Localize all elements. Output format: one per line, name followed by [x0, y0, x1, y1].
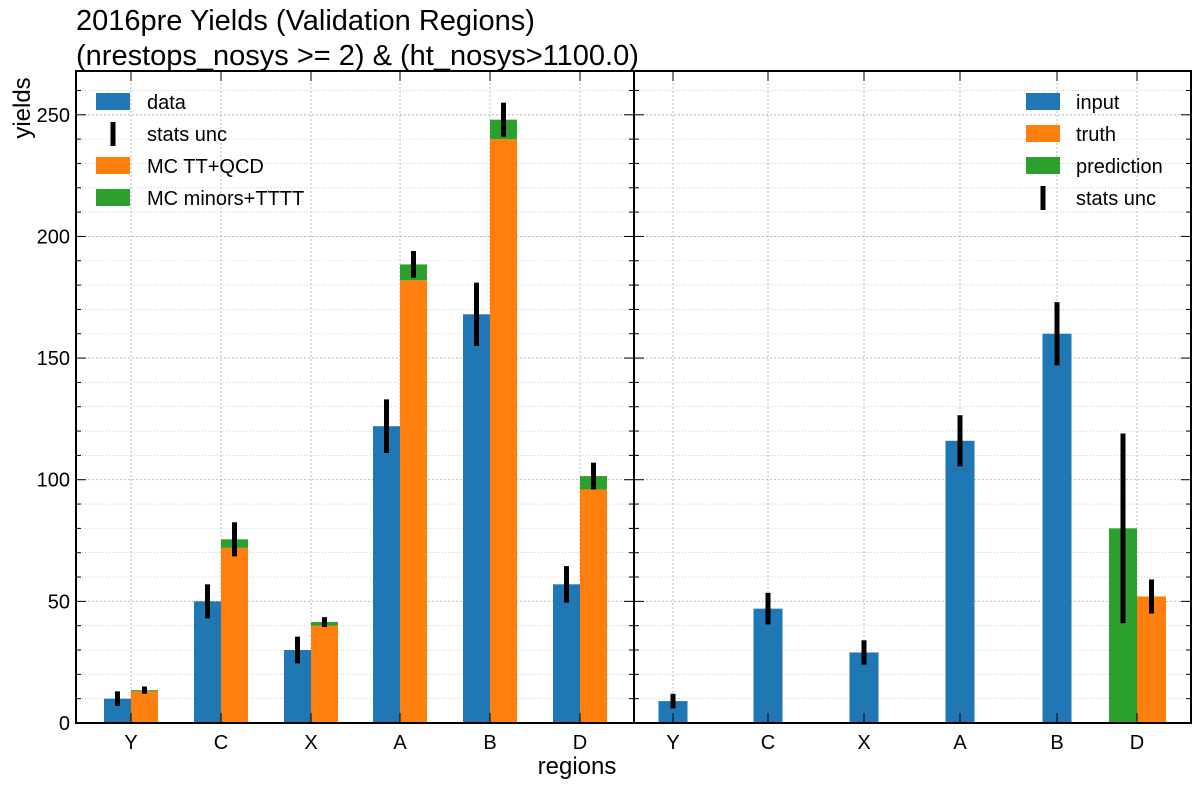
legend-label-left: MC TT+QCD	[147, 156, 264, 178]
x-tick-label-left: B	[483, 732, 496, 754]
y-tick-label: 250	[37, 105, 70, 127]
x-tick-label-left: D	[573, 732, 587, 754]
legend-swatch-prediction	[1026, 157, 1060, 174]
right-panel-frame	[633, 70, 1192, 724]
x-tick-label-right: D	[1130, 732, 1144, 754]
bar-input-Y	[658, 701, 688, 723]
y-tick-label: 50	[48, 591, 70, 613]
y-tick-label: 0	[59, 713, 70, 735]
legend-swatch-mc-minors	[96, 189, 130, 206]
x-tick-label-right: B	[1050, 732, 1063, 754]
x-tick-label-right: X	[857, 732, 870, 754]
bar-mc-ttqcd-D	[580, 489, 607, 723]
legend-label-right: stats unc	[1076, 188, 1156, 210]
x-tick-label-right: Y	[666, 732, 679, 754]
legend-swatch-mc-ttqcd	[96, 157, 130, 174]
y-tick-label: 200	[37, 226, 70, 248]
bar-mc-ttqcd-X	[311, 625, 338, 723]
bar-data-D	[553, 584, 580, 723]
chart-title-line2: (nrestops_nosys >= 2) & (ht_nosys>1100.0…	[76, 40, 639, 72]
legend-label-left: MC minors+TTTT	[147, 188, 304, 210]
legend-swatch-truth	[1026, 125, 1060, 142]
bar-data-C	[194, 601, 221, 723]
x-tick-label-left: Y	[124, 732, 137, 754]
x-axis-label: regions	[538, 753, 617, 780]
x-tick-label-left: X	[304, 732, 317, 754]
legend-label-right: input	[1076, 92, 1120, 114]
bar-mc-ttqcd-C	[221, 547, 248, 723]
bar-data-B	[463, 314, 490, 723]
x-tick-label-right: A	[953, 732, 967, 754]
legend-label-right: prediction	[1076, 156, 1163, 178]
bar-input-A	[945, 440, 975, 723]
x-tick-label-left: A	[393, 732, 407, 754]
legend-label-left: stats unc	[147, 124, 227, 146]
x-tick-label-left: C	[214, 732, 228, 754]
bar-input-C	[753, 608, 783, 723]
bar-data-A	[373, 426, 400, 723]
legend-label-left: data	[147, 92, 187, 114]
y-axis-label: yields	[9, 77, 36, 138]
chart-title-line1: 2016pre Yields (Validation Regions)	[76, 5, 535, 37]
x-tick-label-right: C	[761, 732, 775, 754]
bar-mc-ttqcd-Y	[131, 691, 158, 723]
legend-swatch-data	[96, 93, 130, 110]
y-tick-label: 150	[37, 348, 70, 370]
bar-mc-ttqcd-A	[400, 280, 427, 723]
bar-truth-D	[1137, 596, 1166, 723]
bar-input-B	[1042, 333, 1072, 723]
y-tick-label: 100	[37, 470, 70, 492]
legend-label-right: truth	[1076, 124, 1116, 146]
bar-mc-ttqcd-B	[490, 139, 517, 724]
legend-swatch-input	[1026, 93, 1060, 110]
